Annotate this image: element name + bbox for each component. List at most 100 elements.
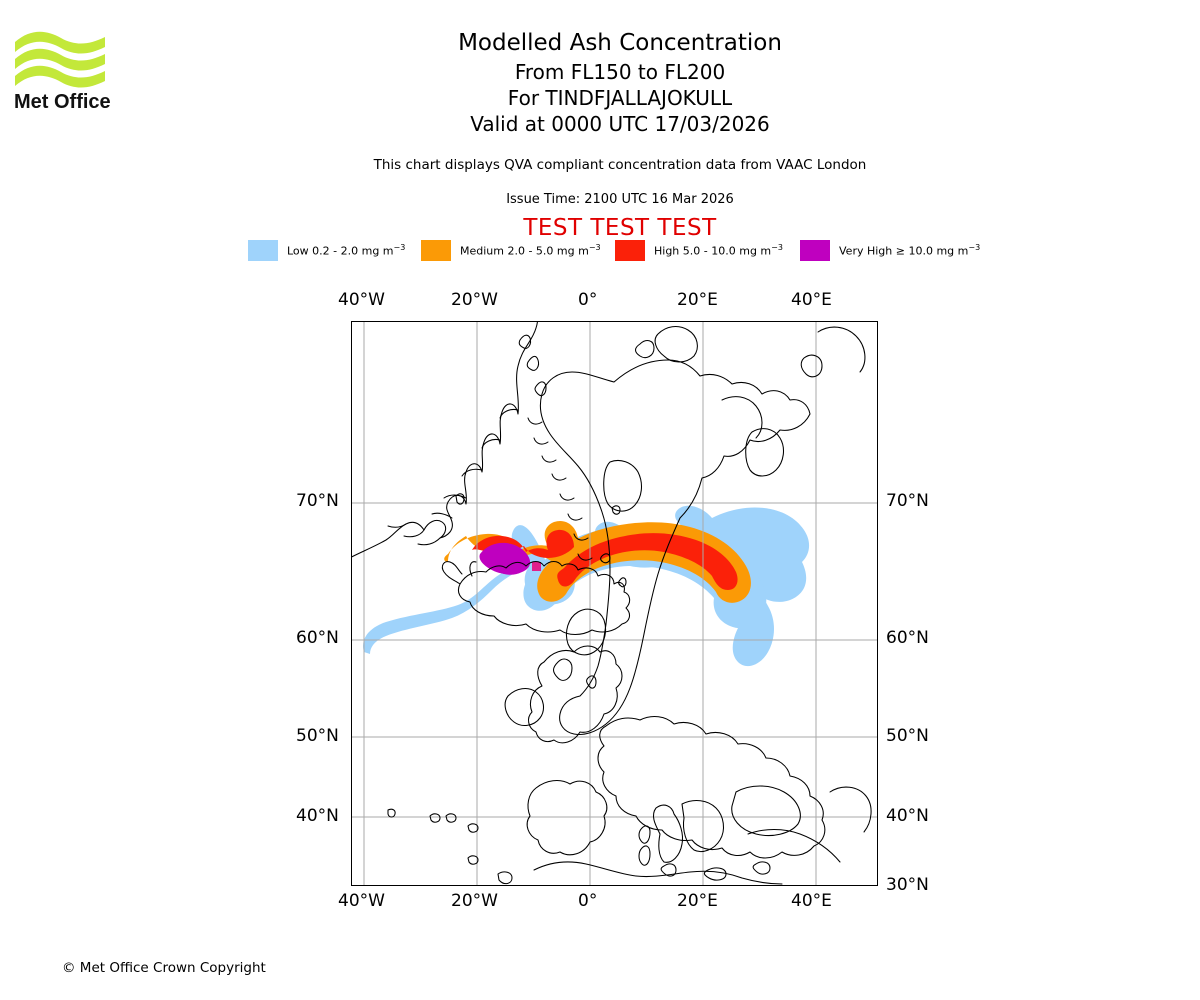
- logo-waves: [15, 31, 105, 88]
- legend-label-high: High 5.0 - 10.0 mg m−3: [654, 243, 783, 258]
- lon-label-top-1: 20°W: [451, 290, 498, 310]
- coastline-azores-1: [429, 813, 441, 823]
- legend-label-low: Low 0.2 - 2.0 mg m−3: [287, 243, 406, 258]
- coastline-turkey: [747, 828, 841, 863]
- copyright-notice: © Met Office Crown Copyright: [62, 960, 266, 976]
- coastline-island-kolguev: [800, 354, 823, 378]
- legend-item-high: High 5.0 - 10.0 mg m−3: [615, 240, 783, 261]
- ash-plume-layer: [362, 505, 810, 667]
- coastline-novaya-zemlya: [817, 326, 866, 373]
- lat-label-left-3: 40°N: [296, 806, 339, 826]
- met-office-logo: Met Office: [13, 28, 123, 113]
- coastline-island-small-1: [518, 334, 532, 349]
- lat-label-right-3: 40°N: [886, 806, 929, 826]
- coastline-islet-5: [611, 505, 621, 515]
- lat-label-right-2: 50°N: [886, 726, 929, 746]
- qva-note: This chart displays QVA compliant concen…: [373, 157, 867, 173]
- coastline-island-jan-mayen: [526, 355, 540, 371]
- coastline-europe-mainland: [597, 715, 826, 859]
- legend-label-medium: Medium 2.0 - 5.0 mg m−3: [460, 243, 601, 258]
- coastline-ireland: [504, 687, 545, 727]
- coastline-iberia: [526, 779, 608, 856]
- coastline-norway-fjords: [527, 417, 593, 561]
- coastline-great-britain: [527, 645, 623, 744]
- coastline-svalbard: [654, 325, 698, 363]
- lon-label-top-2: 0°: [578, 290, 598, 310]
- coastline-iceland: [457, 560, 631, 636]
- lat-label-right-0: 70°N: [886, 491, 929, 511]
- plume-high-arc: [557, 533, 738, 590]
- coastline-greenland-fjord-1: [387, 523, 407, 528]
- concentration-legend: Low 0.2 - 2.0 mg m−3 Medium 2.0 - 5.0 mg…: [248, 240, 993, 262]
- lat-label-left-1: 60°N: [296, 628, 339, 648]
- lon-label-bottom-0: 40°W: [338, 891, 385, 911]
- coastline-iceland-fjords-nw: [441, 561, 477, 585]
- plume-very-high-core: [491, 545, 530, 575]
- legend-item-very-high: Very High ≥ 10.0 mg m−3: [800, 240, 980, 261]
- lat-label-left-0: 70°N: [296, 491, 339, 511]
- legend-swatch-medium: [421, 240, 451, 261]
- lon-label-bottom-1: 20°W: [451, 891, 498, 911]
- coastline-faroe-islands: [600, 553, 611, 564]
- coastline-crete: [703, 867, 727, 881]
- test-banner: TEST TEST TEST: [523, 215, 717, 241]
- coastline-azores-2: [445, 813, 457, 823]
- coastline-italy: [653, 804, 684, 863]
- coastline-baltic-gulf: [565, 608, 607, 656]
- coastline-svalbard-2: [634, 339, 655, 359]
- plume-low-tail: [730, 589, 774, 667]
- coastline-islet-4: [497, 871, 513, 885]
- coastline-black-sea: [731, 785, 801, 837]
- legend-swatch-very-high: [800, 240, 830, 261]
- coastline-islet-1: [387, 808, 396, 818]
- issue-time: Issue Time: 2100 UTC 16 Mar 2026: [506, 192, 734, 207]
- page-title: Modelled Ash Concentration: [458, 30, 782, 56]
- coastline-white-sea: [745, 428, 785, 477]
- lat-label-right-1: 60°N: [886, 628, 929, 648]
- title-valid-time: Valid at 0000 UTC 17/03/2026: [470, 112, 770, 136]
- lon-label-top-3: 20°E: [677, 290, 718, 310]
- coastline-kola: [721, 396, 763, 439]
- coastline-north-africa: [533, 861, 783, 885]
- coastline-greenland-fjord-8: [499, 408, 519, 419]
- coastline-greenland-fjord-7: [481, 438, 501, 449]
- coastline-corsica-sardinia: [638, 825, 651, 866]
- lat-label-right-4: 30°N: [886, 875, 929, 895]
- legend-swatch-high: [615, 240, 645, 261]
- coastline-islet-2: [455, 493, 465, 505]
- coastline-gotland: [586, 675, 597, 689]
- title-volcano: For TINDFJALLAJOKULL: [507, 86, 733, 110]
- coastlines-layer: [352, 322, 872, 885]
- coastline-greenland-fjord-2: [403, 529, 425, 538]
- coastline-balkans: [681, 799, 725, 853]
- ash-concentration-map[interactable]: [351, 321, 878, 886]
- lon-label-bottom-2: 0°: [578, 891, 598, 911]
- coastline-greenland: [352, 322, 538, 558]
- coastline-island-small-2: [534, 381, 547, 397]
- coastline-greenland-fjord-6: [461, 468, 483, 477]
- lon-label-bottom-4: 40°E: [791, 891, 832, 911]
- coastline-islet-3: [467, 855, 479, 865]
- coastline-azores-3: [467, 823, 479, 833]
- legend-swatch-low: [248, 240, 278, 261]
- map-gridlines: [352, 322, 877, 885]
- title-flight-levels: From FL150 to FL200: [514, 60, 726, 84]
- map-canvas: [352, 322, 877, 885]
- coastline-baltic-islands: [552, 658, 573, 681]
- plume-very-high-pixel: [532, 562, 541, 571]
- legend-item-medium: Medium 2.0 - 5.0 mg m−3: [421, 240, 601, 261]
- coastline-finland-lakes: [603, 459, 643, 512]
- lon-label-top-4: 40°E: [791, 290, 832, 310]
- coastline-greenland-fjord-4: [431, 512, 453, 519]
- legend-item-low: Low 0.2 - 2.0 mg m−3: [248, 240, 405, 261]
- lon-label-top-0: 40°W: [338, 290, 385, 310]
- coastline-scandinavia: [539, 359, 811, 735]
- coastline-sicily: [660, 863, 677, 877]
- coastline-greenland-fjord-3: [417, 537, 441, 546]
- logo-graphic: Met Office: [14, 31, 111, 113]
- lon-label-bottom-3: 20°E: [677, 891, 718, 911]
- logo-wordmark: Met Office: [14, 91, 111, 113]
- legend-label-very-high: Very High ≥ 10.0 mg m−3: [839, 243, 981, 258]
- lat-label-left-2: 50°N: [296, 726, 339, 746]
- chart-title-block: Modelled Ash Concentration From FL150 to…: [240, 28, 1000, 137]
